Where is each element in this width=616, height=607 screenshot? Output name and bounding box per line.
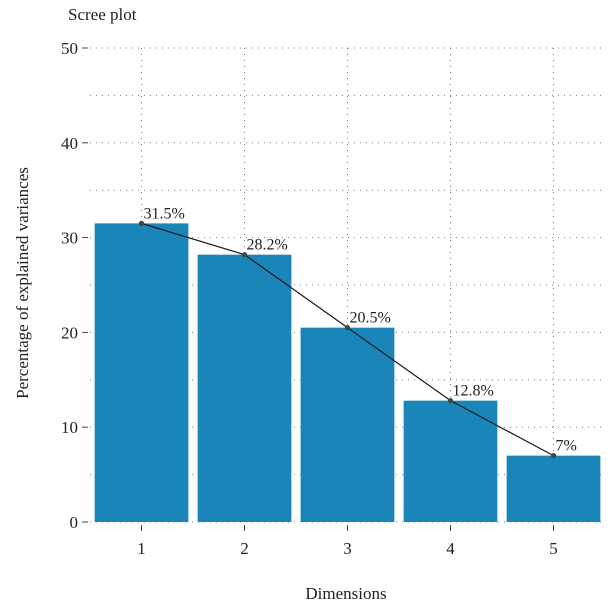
chart-title: Scree plot [68,5,137,24]
y-tick-label: 20 [61,323,78,342]
bar-2 [197,254,292,522]
bar-4 [403,400,498,522]
axes: 0 10 20 30 40 50 1 2 3 4 5 [61,39,558,558]
x-axis-label: Dimensions [305,584,386,603]
y-tick-label: 0 [70,513,79,532]
scree-point-2 [241,252,248,258]
x-tick-label: 1 [137,539,146,558]
y-tick-label: 40 [61,134,78,153]
scree-point-5 [550,453,557,459]
data-label-1: 31.5% [144,205,185,222]
data-label-5: 7% [556,438,577,455]
bars [94,223,601,522]
scree-point-4 [447,398,454,404]
trend-line [138,220,557,459]
scree-point-3 [344,325,351,331]
bar-3 [300,327,395,522]
bar-1 [94,223,189,522]
data-label-4: 12.8% [453,383,494,400]
data-labels: 31.5% 28.2% 20.5% 12.8% 7% [144,205,577,454]
x-tick-label: 5 [549,539,558,558]
data-label-2: 28.2% [247,237,288,254]
y-tick-label: 10 [61,418,78,437]
bar-5 [506,455,601,522]
y-tick-label: 30 [61,229,78,248]
x-tick-label: 2 [240,539,249,558]
scree-point-1 [138,220,145,226]
data-label-3: 20.5% [350,310,391,327]
y-tick-label: 50 [61,39,78,58]
y-axis-label: Percentage of explained variances [13,167,32,399]
x-tick-label: 3 [343,539,352,558]
x-tick-label: 4 [446,539,455,558]
